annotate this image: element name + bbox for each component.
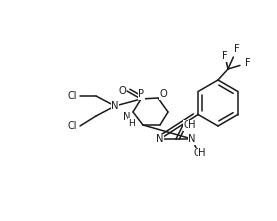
Text: P: P	[138, 89, 144, 99]
Text: H: H	[198, 148, 206, 158]
Text: O: O	[183, 120, 191, 130]
Text: O: O	[118, 86, 126, 96]
Text: F: F	[222, 51, 228, 61]
Text: N: N	[188, 134, 196, 144]
Text: N: N	[123, 112, 131, 122]
Text: F: F	[234, 44, 240, 54]
Text: Cl: Cl	[67, 121, 77, 131]
Text: O: O	[159, 89, 167, 99]
Text: O: O	[193, 148, 201, 158]
Text: H: H	[129, 118, 135, 128]
Text: H: H	[188, 120, 196, 130]
Text: N: N	[156, 134, 164, 144]
Text: N: N	[111, 101, 119, 111]
Text: F: F	[245, 58, 251, 68]
Text: Cl: Cl	[67, 91, 77, 101]
